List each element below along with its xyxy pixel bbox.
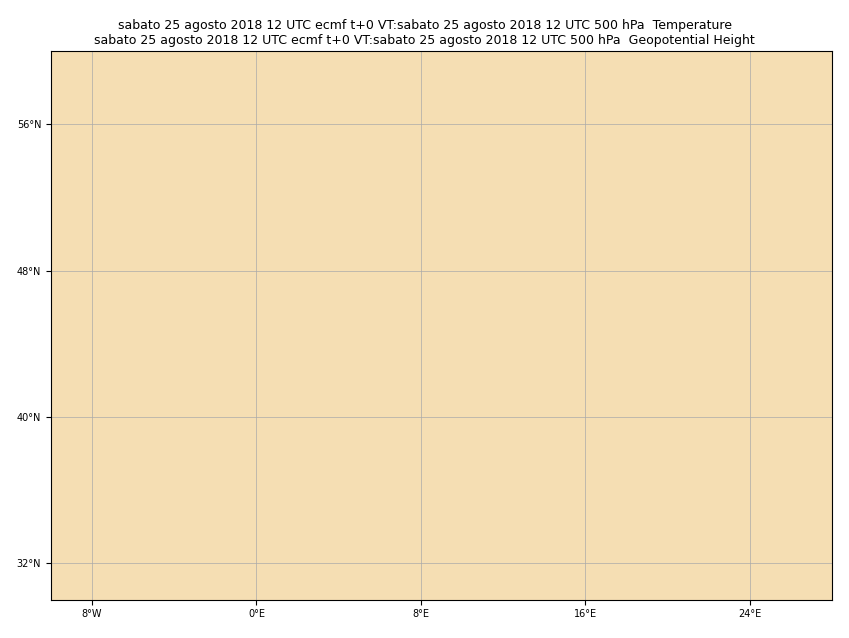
Text: sabato 25 agosto 2018 12 UTC ecmf t+0 VT:sabato 25 agosto 2018 12 UTC 500 hPa  T: sabato 25 agosto 2018 12 UTC ecmf t+0 VT… <box>94 19 755 47</box>
